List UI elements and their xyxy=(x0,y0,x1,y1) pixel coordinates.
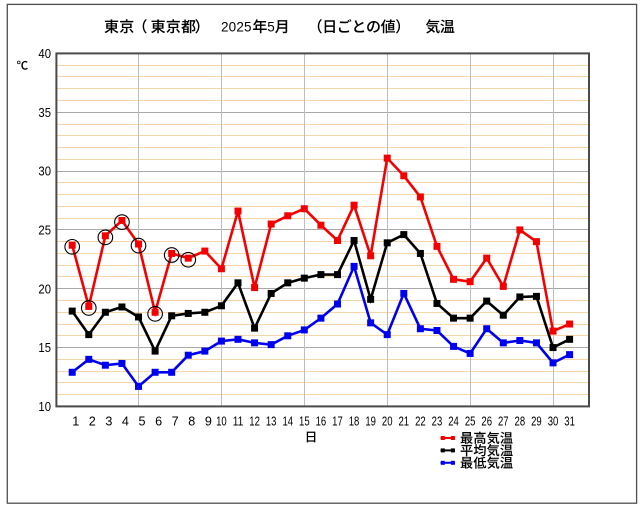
svg-text:14: 14 xyxy=(282,414,293,428)
svg-text:6: 6 xyxy=(155,414,162,428)
svg-text:5: 5 xyxy=(267,20,275,35)
svg-text:31: 31 xyxy=(564,414,575,428)
svg-text:25: 25 xyxy=(465,414,476,428)
svg-text:21: 21 xyxy=(399,414,410,428)
svg-text:10: 10 xyxy=(216,414,227,428)
svg-text:13: 13 xyxy=(266,414,277,428)
svg-text:12: 12 xyxy=(249,414,260,428)
svg-text:29: 29 xyxy=(531,414,542,428)
svg-text:26: 26 xyxy=(481,414,492,428)
svg-text:27: 27 xyxy=(498,414,509,428)
svg-text:8: 8 xyxy=(188,414,195,428)
svg-text:20: 20 xyxy=(382,414,393,428)
svg-text:9: 9 xyxy=(205,414,212,428)
svg-text:17: 17 xyxy=(332,414,343,428)
svg-text:7: 7 xyxy=(172,414,179,428)
svg-text:40: 40 xyxy=(38,46,51,61)
svg-text:35: 35 xyxy=(38,105,51,120)
svg-text:22: 22 xyxy=(415,414,426,428)
svg-text:5: 5 xyxy=(139,414,146,428)
svg-text:15: 15 xyxy=(299,414,310,428)
svg-text:2025: 2025 xyxy=(221,20,252,35)
svg-text:10: 10 xyxy=(38,399,51,414)
svg-text:3: 3 xyxy=(105,414,112,428)
svg-text:30: 30 xyxy=(548,414,559,428)
svg-text:20: 20 xyxy=(38,281,51,296)
svg-text:30: 30 xyxy=(38,164,51,179)
svg-text:24: 24 xyxy=(448,414,459,428)
svg-text:19: 19 xyxy=(365,414,376,428)
svg-text:28: 28 xyxy=(515,414,526,428)
svg-text:15: 15 xyxy=(38,340,51,355)
svg-text:11: 11 xyxy=(233,414,244,428)
svg-text:1: 1 xyxy=(72,414,79,428)
svg-text:2: 2 xyxy=(89,414,96,428)
svg-text:23: 23 xyxy=(432,414,443,428)
svg-text:16: 16 xyxy=(316,414,327,428)
svg-text:18: 18 xyxy=(349,414,360,428)
svg-text:25: 25 xyxy=(38,223,51,238)
svg-text:4: 4 xyxy=(122,414,129,428)
